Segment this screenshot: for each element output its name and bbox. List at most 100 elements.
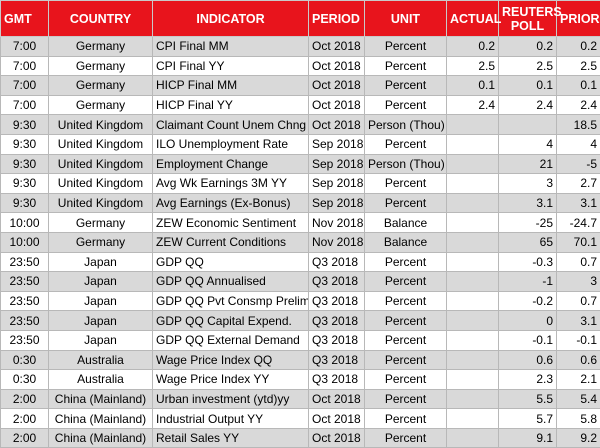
table-cell: Germany [48,36,153,57]
table-row: 7:00 Germany CPI Final MM Oct 2018 Percent 0.… [0,36,600,57]
table-cell: Oct 2018 [308,388,365,410]
table-cell: Oct 2018 [308,55,365,77]
table-cell [498,114,557,135]
table-cell: 9:30 [0,173,49,194]
table-cell: 0.2 [556,36,600,57]
table-cell: Q3 2018 [308,329,365,351]
table-cell: Oct 2018 [308,94,365,116]
table-cell: Percent [364,173,447,194]
table-cell: Percent [364,55,447,77]
table-cell: 3.1 [556,192,600,214]
table-cell: Avg Earnings (Ex-Bonus) [152,192,309,214]
table-cell: ILO Unemployment Rate [152,133,309,155]
table-cell: 2.4 [498,94,557,116]
table-cell: Oct 2018 [308,408,365,429]
table-row: 7:00 Germany CPI Final YY Oct 2018 Percent 2.… [0,55,600,77]
table-cell: 3.1 [498,192,557,214]
table-cell: Claimant Count Unem Chng [152,114,309,135]
table-row: 7:00 Germany HICP Final MM Oct 2018 Percent 0… [0,75,600,96]
table-row: 9:30 United Kingdom ILO Unemployment Rate S… [0,133,600,155]
table-cell: Employment Change [152,153,309,175]
table-cell: 3 [498,173,557,194]
table-cell [446,408,499,429]
table-row: 7:00 Germany HICP Final YY Oct 2018 Percent 2… [0,94,600,116]
table-row: 9:30 United Kingdom Claimant Count Unem Ch… [0,114,600,135]
table-cell: Japan [48,329,153,351]
table-cell: Percent [364,349,447,371]
table-cell: 0.6 [556,349,600,371]
column-header: PRIOR [556,0,600,37]
table-cell: Percent [364,192,447,214]
table-cell: Germany [48,75,153,96]
table-cell: 2.5 [446,55,499,77]
table-cell: 2:00 [0,427,49,448]
table-cell: -0.3 [498,251,557,273]
table-cell [446,173,499,194]
table-cell: -5 [556,153,600,175]
table-cell: -24.7 [556,212,600,233]
table-cell: Percent [364,133,447,155]
table-cell: Avg Wk Earnings 3M YY [152,173,309,194]
table-cell: Percent [364,329,447,351]
table-cell: 2.4 [556,94,600,116]
table-cell [446,114,499,135]
table-cell: 9.2 [556,427,600,448]
table-row: 2:00 China (Mainland) Urban investment (yt… [0,388,600,410]
table-cell: GDP QQ Capital Expend. [152,310,309,331]
table-cell: United Kingdom [48,133,153,155]
table-cell: 23:50 [0,290,49,312]
table-cell: Q3 2018 [308,251,365,273]
table-cell: Industrial Output YY [152,408,309,429]
table-cell: 2.1 [556,369,600,390]
table-cell: 9:30 [0,114,49,135]
table-cell: HICP Final MM [152,75,309,96]
table-cell: Oct 2018 [308,36,365,57]
table-cell: Wage Price Index YY [152,369,309,390]
table-cell: GDP QQ Annualised [152,271,309,292]
table-cell: Japan [48,310,153,331]
table-cell: China (Mainland) [48,388,153,410]
table-cell: Percent [364,94,447,116]
table-cell: Sep 2018 [308,153,365,175]
table-row: 23:50 Japan GDP QQ Q3 2018 Percent -0.3 0.7 [0,251,600,273]
column-header: ACTUAL [446,0,501,37]
table-cell: 5.5 [498,388,557,410]
table-cell [446,271,499,292]
table-cell: 10:00 [0,212,49,233]
table-cell: Urban investment (ytd)yy [152,388,309,410]
table-cell: 4 [498,133,557,155]
table-cell: CPI Final MM [152,36,309,57]
table-row: 23:50 Japan GDP QQ External Demand Q3 2018 P… [0,329,600,351]
table-cell: GDP QQ [152,251,309,273]
table-cell: 7:00 [0,36,49,57]
table-body: 7:00 Germany CPI Final MM Oct 2018 Percent 0.… [0,36,600,448]
table-cell: -0.1 [556,329,600,351]
table-cell: Person (Thou) [364,114,447,135]
table-cell: Q3 2018 [308,369,365,390]
table-cell: Percent [364,369,447,390]
table-cell: 21 [498,153,557,175]
table-row: 9:30 United Kingdom Employment Change Sep 2… [0,153,600,175]
table-cell [446,369,499,390]
table-cell: Q3 2018 [308,349,365,371]
table-cell: 0.1 [446,75,499,96]
table-cell: 65 [498,231,557,253]
table-cell: 0.7 [556,251,600,273]
table-cell: Sep 2018 [308,192,365,214]
table-cell: Germany [48,231,153,253]
column-header: PERIOD [308,0,365,37]
table-cell [446,349,499,371]
table-cell: Person (Thou) [364,153,447,175]
table-cell: Percent [364,388,447,410]
table-cell [446,310,499,331]
table-cell: Percent [364,251,447,273]
table-cell: ZEW Economic Sentiment [152,212,309,233]
table-cell: Retail Sales YY [152,427,309,448]
table-cell: 0:30 [0,369,49,390]
table-cell: 23:50 [0,271,49,292]
table-cell: 2.4 [446,94,499,116]
table-cell: 23:50 [0,310,49,331]
table-cell: 23:50 [0,329,49,351]
